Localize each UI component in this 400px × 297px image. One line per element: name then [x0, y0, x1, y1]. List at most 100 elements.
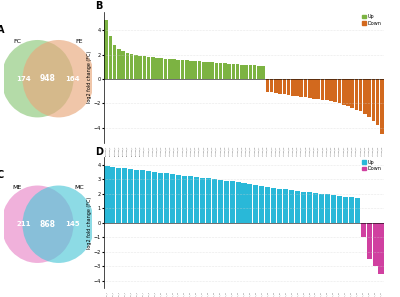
Bar: [337, 196, 342, 223]
Text: Bacterium_25: Bacterium_25: [207, 146, 209, 157]
Bar: [176, 60, 180, 79]
Bar: [232, 64, 235, 79]
Text: Bacterium_44: Bacterium_44: [288, 146, 290, 157]
Text: Bacterium_9: Bacterium_9: [139, 146, 141, 157]
Bar: [122, 168, 127, 223]
Bar: [248, 184, 252, 223]
Bar: [104, 166, 110, 223]
Bar: [295, 191, 300, 223]
Text: Bacterium_28: Bacterium_28: [220, 146, 222, 157]
Text: Bacterium_17: Bacterium_17: [173, 146, 175, 157]
Bar: [372, 223, 378, 266]
Bar: [185, 61, 188, 79]
Bar: [116, 168, 122, 223]
Bar: [282, 79, 286, 94]
Bar: [104, 20, 108, 79]
Text: Bacterium_49: Bacterium_49: [309, 146, 311, 157]
Bar: [189, 61, 193, 79]
Text: Bacterium_62: Bacterium_62: [364, 146, 366, 157]
Text: Neurotransmitter_16: Neurotransmitter_16: [196, 291, 197, 297]
Text: Bacterium_8: Bacterium_8: [135, 146, 137, 157]
Text: Neurotransmitter_17: Neurotransmitter_17: [201, 291, 203, 297]
Text: Bacterium_50: Bacterium_50: [313, 146, 315, 157]
Text: Bacterium_18: Bacterium_18: [177, 146, 179, 157]
Text: Neurotransmitter_25: Neurotransmitter_25: [249, 291, 251, 297]
Bar: [134, 55, 138, 79]
Legend: Up, Down: Up, Down: [362, 160, 382, 171]
Text: Bacterium_23: Bacterium_23: [198, 146, 200, 157]
Text: Bacterium_61: Bacterium_61: [360, 146, 362, 157]
Text: 174: 174: [16, 76, 31, 82]
Text: Bacterium_45: Bacterium_45: [292, 146, 294, 157]
Text: Bacterium_48: Bacterium_48: [305, 146, 306, 157]
Text: Bacterium_20: Bacterium_20: [186, 146, 188, 157]
Bar: [289, 190, 294, 223]
Bar: [182, 176, 187, 223]
Y-axis label: log2 fold change (FC): log2 fold change (FC): [87, 51, 92, 103]
Bar: [355, 198, 360, 223]
Bar: [230, 181, 235, 223]
Bar: [206, 62, 210, 79]
Text: 948: 948: [40, 74, 56, 83]
Text: Neurotransmitter_1: Neurotransmitter_1: [106, 291, 108, 297]
Bar: [319, 194, 324, 223]
Bar: [194, 177, 199, 223]
Ellipse shape: [1, 186, 74, 263]
Text: FE: FE: [75, 39, 82, 44]
Bar: [176, 175, 181, 223]
Text: Neurotransmitter_21: Neurotransmitter_21: [225, 291, 227, 297]
Text: MC: MC: [74, 185, 84, 190]
Bar: [248, 65, 252, 79]
Bar: [376, 79, 380, 125]
Bar: [325, 79, 328, 100]
Bar: [274, 79, 278, 93]
Text: Bacterium_34: Bacterium_34: [245, 146, 247, 157]
Text: Bacterium_6: Bacterium_6: [126, 146, 128, 157]
Bar: [307, 192, 312, 223]
Bar: [259, 187, 264, 223]
Bar: [138, 56, 142, 79]
Text: Bacterium_26: Bacterium_26: [211, 146, 213, 157]
Text: Neurotransmitter_8: Neurotransmitter_8: [148, 291, 150, 297]
Bar: [110, 167, 116, 223]
Text: Neurotransmitter_23: Neurotransmitter_23: [237, 291, 239, 297]
Text: Bacterium_19: Bacterium_19: [182, 146, 183, 157]
Text: Bacterium_7: Bacterium_7: [131, 146, 132, 157]
Bar: [168, 59, 172, 79]
Bar: [312, 79, 316, 99]
Bar: [130, 54, 133, 79]
Text: Neurotransmitter_35: Neurotransmitter_35: [309, 291, 310, 297]
Text: Bacterium_52: Bacterium_52: [322, 146, 323, 157]
Text: Bacterium_54: Bacterium_54: [330, 146, 332, 157]
Text: Neurotransmitter_6: Neurotransmitter_6: [136, 291, 138, 297]
Text: Neurotransmitter_22: Neurotransmitter_22: [231, 291, 233, 297]
Bar: [164, 59, 167, 79]
Bar: [188, 176, 193, 223]
Text: Neurotransmitter_27: Neurotransmitter_27: [261, 291, 263, 297]
Bar: [270, 79, 273, 92]
Text: B: B: [96, 1, 103, 11]
Bar: [313, 193, 318, 223]
Text: Neurotransmitter_44: Neurotransmitter_44: [362, 291, 364, 297]
Bar: [331, 195, 336, 223]
Text: Bacterium_39: Bacterium_39: [266, 146, 268, 157]
Bar: [253, 65, 256, 79]
Text: Neurotransmitter_36: Neurotransmitter_36: [314, 291, 316, 297]
Bar: [359, 79, 362, 111]
Text: 211: 211: [16, 221, 31, 227]
Bar: [160, 58, 163, 79]
Bar: [329, 79, 333, 101]
Text: Bacterium_1: Bacterium_1: [105, 146, 107, 157]
Bar: [219, 63, 222, 79]
Bar: [350, 79, 354, 108]
Bar: [242, 183, 246, 223]
Text: Neurotransmitter_18: Neurotransmitter_18: [207, 291, 209, 297]
Text: Bacterium_31: Bacterium_31: [232, 146, 234, 157]
Bar: [349, 197, 354, 223]
Text: Bacterium_58: Bacterium_58: [347, 146, 349, 157]
Bar: [155, 58, 159, 79]
Bar: [113, 45, 116, 79]
Text: Bacterium_35: Bacterium_35: [250, 146, 251, 157]
Text: Neurotransmitter_5: Neurotransmitter_5: [130, 291, 132, 297]
Bar: [200, 178, 205, 223]
